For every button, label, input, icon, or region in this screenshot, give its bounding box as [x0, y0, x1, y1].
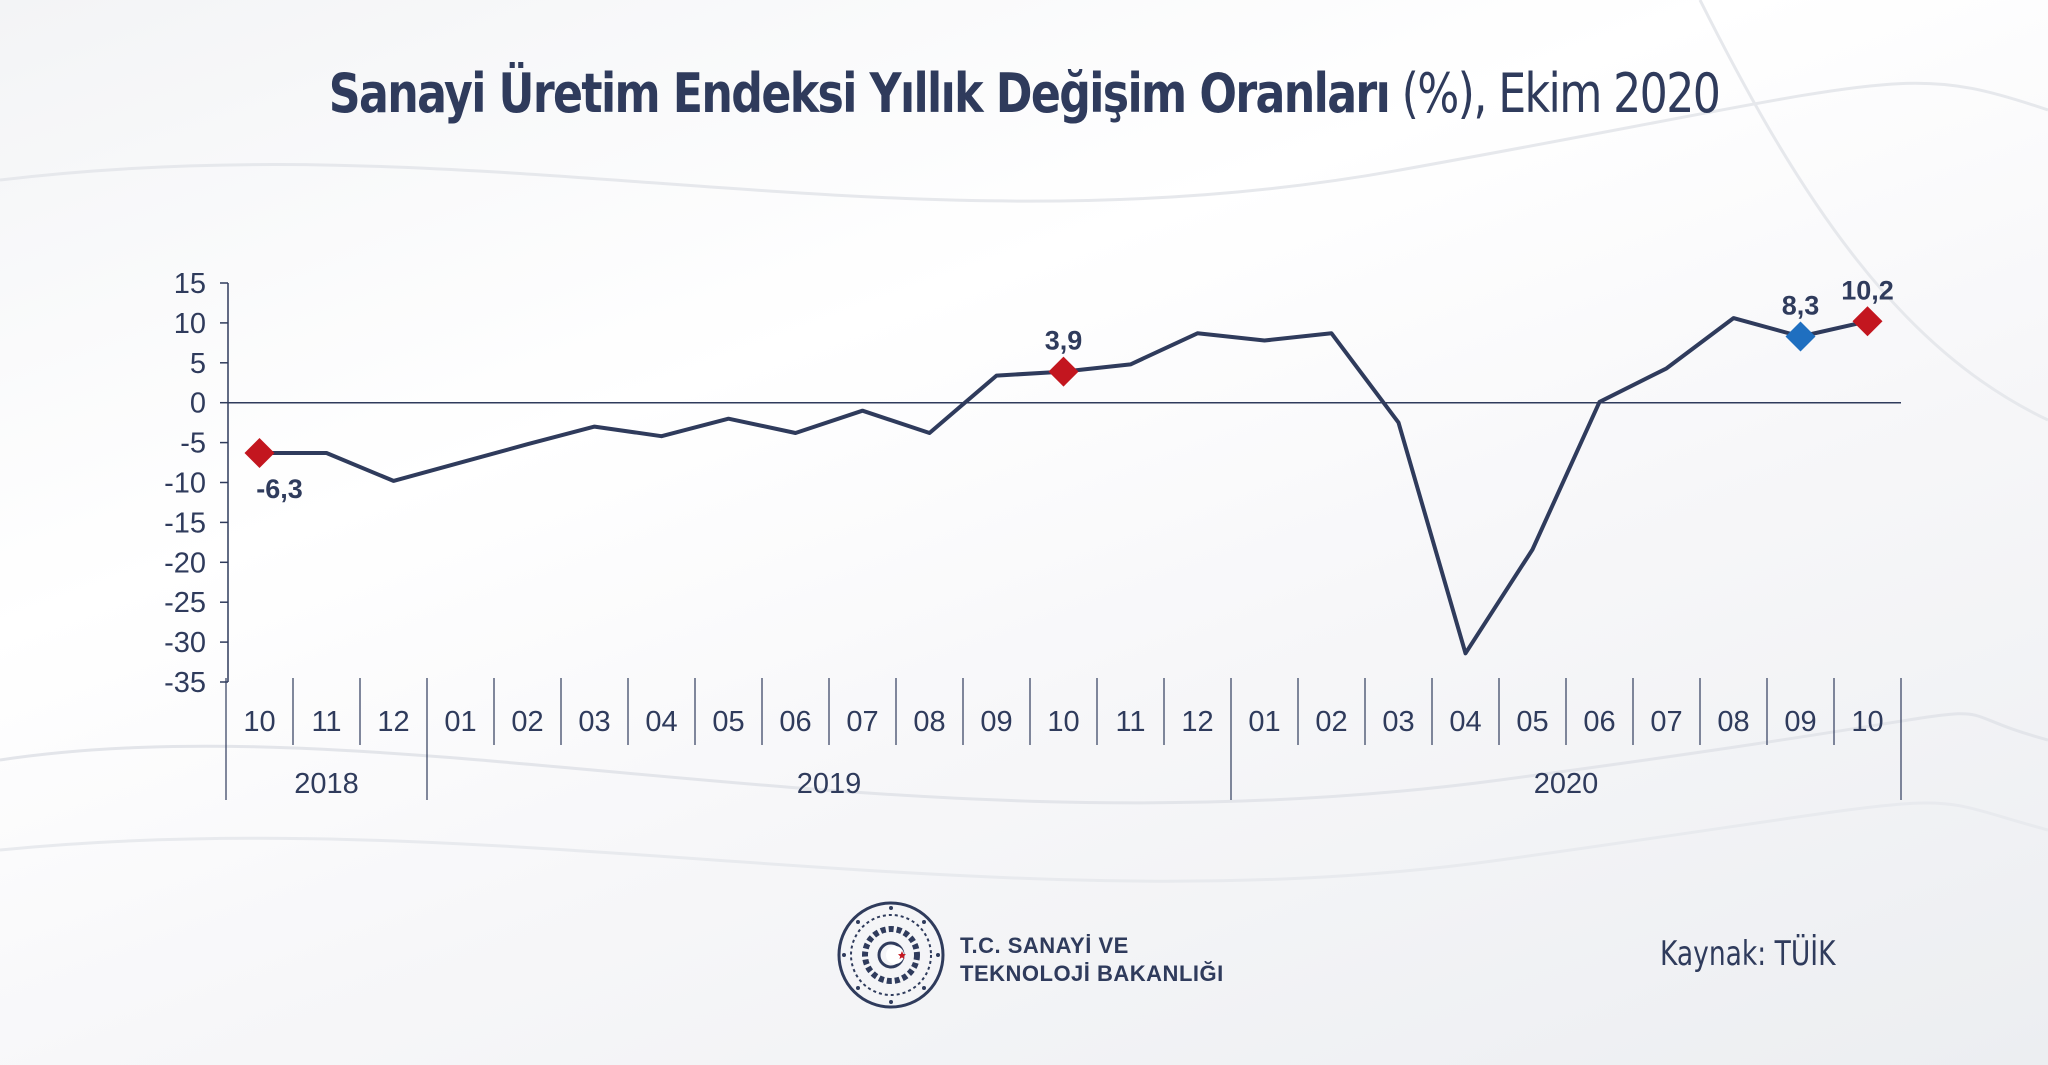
x-tick-label: 01 [444, 706, 476, 738]
x-tick-label: 02 [1315, 706, 1347, 738]
x-tick-label: 08 [1717, 706, 1749, 738]
ministry-logo-icon [837, 901, 945, 1009]
x-tick-label: 08 [913, 706, 945, 738]
x-tick-label: 09 [1784, 706, 1816, 738]
ministry-name-line1: T.C. SANAYİ VE [960, 933, 1129, 958]
data-label: 8,3 [1782, 290, 1820, 320]
y-tick-label: -5 [180, 428, 206, 460]
x-tick-label: 05 [712, 706, 744, 738]
year-label: 2019 [797, 768, 862, 800]
y-tick-label: -20 [164, 547, 206, 579]
x-tick-label: 03 [578, 706, 610, 738]
x-tick-label: 11 [311, 706, 341, 738]
x-tick-label: 05 [1516, 706, 1548, 738]
data-point-marker [1785, 321, 1816, 352]
y-tick-label: 15 [174, 268, 206, 300]
x-tick-label: 12 [377, 706, 409, 738]
y-tick-label: -35 [164, 667, 206, 699]
x-tick-label: 10 [1851, 706, 1883, 738]
x-tick-label: 04 [645, 706, 677, 738]
x-tick-label: 07 [1650, 706, 1682, 738]
x-tick-label: 03 [1382, 706, 1414, 738]
data-label: 3,9 [1045, 326, 1083, 356]
data-label: -6,3 [256, 474, 303, 504]
x-tick-label: 04 [1449, 706, 1481, 738]
x-tick-label: 06 [779, 706, 811, 738]
y-tick-label: -15 [164, 507, 206, 539]
data-point-marker [1852, 306, 1883, 337]
x-tick-label: 11 [1115, 706, 1145, 738]
x-tick-label: 02 [511, 706, 543, 738]
year-label: 2018 [294, 768, 359, 800]
data-point-marker [1048, 356, 1079, 387]
x-tick-label: 09 [980, 706, 1012, 738]
chart-title-period: (%), Ekim 2020 [1389, 62, 1721, 125]
chart-title: Sanayi Üretim Endeksi Yıllık Değişim Ora… [184, 62, 1863, 125]
y-tick-label: 10 [174, 308, 206, 340]
ministry-name: T.C. SANAYİ VE TEKNOLOJİ BAKANLIĞI [960, 932, 1224, 988]
x-tick-label: 12 [1181, 706, 1213, 738]
y-tick-label: 0 [190, 388, 206, 420]
year-label: 2020 [1534, 768, 1599, 800]
y-tick-label: -30 [164, 627, 206, 659]
x-tick-label: 07 [846, 706, 878, 738]
y-tick-label: 5 [190, 348, 206, 380]
y-tick-label: -25 [164, 587, 206, 619]
chart-title-main: Sanayi Üretim Endeksi Yıllık Değişim Ora… [328, 62, 1391, 125]
x-tick-label: 01 [1248, 706, 1280, 738]
x-tick-label: 10 [1047, 706, 1079, 738]
x-tick-label: 06 [1583, 706, 1615, 738]
x-tick-label: 10 [243, 706, 275, 738]
ministry-name-line2: TEKNOLOJİ BAKANLIĞI [960, 961, 1224, 986]
source-label: Kaynak: TÜİK [1660, 934, 1836, 974]
y-tick-label: -10 [164, 468, 206, 500]
data-point-marker [244, 437, 275, 468]
data-label: 10,2 [1841, 275, 1894, 305]
